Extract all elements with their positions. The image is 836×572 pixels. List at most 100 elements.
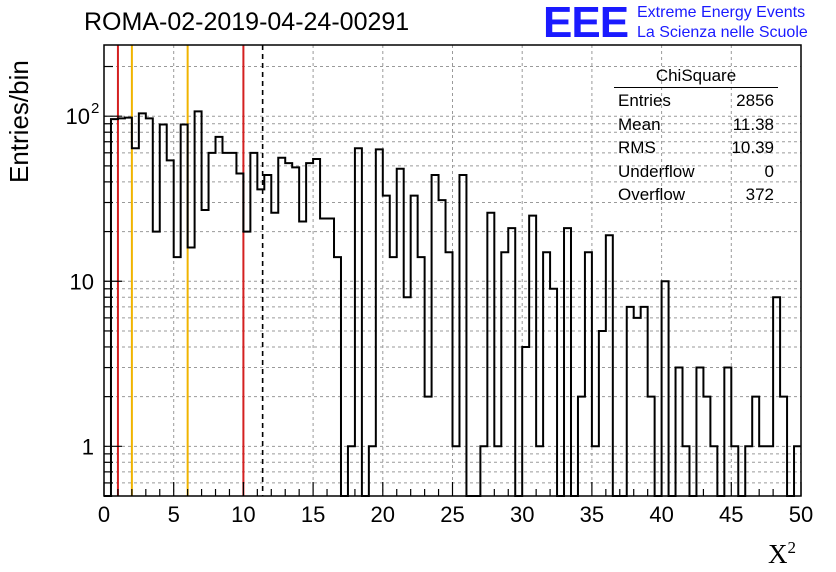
- histogram-bin: [334, 257, 341, 496]
- histogram-bin: [683, 446, 690, 496]
- x-tick-label: 20: [371, 502, 395, 527]
- histogram-bin: [432, 175, 439, 496]
- histogram-bin: [773, 297, 780, 496]
- histogram-bin: [397, 169, 404, 496]
- histogram-bin: [446, 252, 453, 496]
- histogram-bin: [759, 446, 766, 496]
- stats-label: Mean: [618, 114, 661, 134]
- histogram-bin: [167, 160, 174, 496]
- histogram-bin: [222, 153, 229, 496]
- histogram-bin: [278, 158, 285, 496]
- y-tick-label: 10: [66, 104, 90, 129]
- stats-label: Overflow: [618, 185, 686, 204]
- histogram-bin: [285, 163, 292, 496]
- histogram-bin: [188, 248, 195, 496]
- histogram-bin: [703, 397, 710, 496]
- x-tick-label: 40: [649, 502, 673, 527]
- histogram-bin: [216, 137, 223, 496]
- x-tick-label: 25: [440, 502, 464, 527]
- histogram-bin: [724, 368, 731, 496]
- x-tick-label: 50: [789, 502, 813, 527]
- histogram-series: [104, 110, 801, 497]
- histogram-bin: [627, 307, 634, 496]
- histogram-bin: [271, 213, 278, 496]
- histogram-bin: [696, 368, 703, 496]
- histogram-bin: [634, 318, 641, 496]
- histogram-bin: [522, 347, 529, 496]
- histogram-bin: [146, 118, 153, 496]
- histogram-bin: [487, 213, 494, 496]
- histogram-bin: [745, 446, 752, 496]
- histogram-bin: [153, 232, 160, 496]
- histogram-bin: [425, 397, 432, 496]
- histogram-bin: [599, 331, 606, 496]
- x-tick-label: 15: [301, 502, 325, 527]
- y-tick-exponent: 2: [91, 100, 99, 117]
- histogram-bin: [292, 167, 299, 496]
- histogram-bin: [564, 228, 571, 496]
- histogram-bin: [257, 189, 264, 496]
- histogram-bin: [313, 159, 320, 496]
- stats-value: 10.39: [731, 138, 774, 157]
- histogram-bin: [160, 125, 167, 496]
- stats-row-entries: Entries 2856: [614, 89, 778, 113]
- histogram-bin: [578, 397, 585, 496]
- histogram-bin: [125, 118, 132, 496]
- histogram-bin: [174, 257, 181, 496]
- histogram-bin: [585, 252, 592, 496]
- x-axis-label: X2: [768, 538, 796, 570]
- histogram-bin: [710, 446, 717, 496]
- stats-label: Underflow: [618, 161, 695, 181]
- x-axis-superscript: 2: [787, 538, 797, 557]
- stats-title: ChiSquare: [614, 66, 778, 88]
- stats-row-rms: RMS 10.39: [614, 136, 778, 160]
- x-tick-label: 45: [719, 502, 743, 527]
- histogram-bin: [404, 297, 411, 496]
- histogram-bin: [766, 446, 773, 496]
- histogram-bin: [355, 148, 362, 496]
- stats-label: Entries: [618, 91, 671, 110]
- histogram-bin: [494, 446, 501, 496]
- histogram-bin: [243, 232, 250, 496]
- histogram-bin: [550, 289, 557, 496]
- histogram-bin: [383, 196, 390, 496]
- histogram-bin: [752, 397, 759, 496]
- histogram-bin: [606, 235, 613, 496]
- histogram-bin: [306, 163, 313, 496]
- histogram-bin: [676, 368, 683, 496]
- y-tick-label: 1: [82, 434, 94, 459]
- histogram-bin: [264, 175, 271, 496]
- axis-ticks: [103, 65, 802, 497]
- histogram-bin: [459, 175, 466, 496]
- histogram-bin: [118, 118, 125, 496]
- histogram-bin: [662, 281, 669, 496]
- histogram-bin: [529, 216, 536, 496]
- histogram-bin: [139, 113, 146, 496]
- logo-line-1: Extreme Energy Events: [637, 4, 806, 21]
- stats-value: 2856: [736, 91, 774, 110]
- histogram-bin: [369, 446, 376, 496]
- stats-box: ChiSquare Entries 2856 Mean 11.38 RMS 10…: [614, 66, 778, 207]
- histogram-bin: [508, 228, 515, 496]
- histogram-bin: [229, 153, 236, 496]
- histogram-bin: [327, 218, 334, 496]
- histogram-bin: [780, 397, 787, 496]
- histogram-bin: [536, 446, 543, 496]
- histogram-bin: [250, 153, 257, 496]
- stats-value: 0: [764, 161, 774, 181]
- histogram-bin: [390, 257, 397, 496]
- histogram-bin: [731, 446, 738, 496]
- histogram-bin: [376, 149, 383, 496]
- stats-label: RMS: [618, 138, 656, 157]
- histogram-bin: [418, 257, 425, 496]
- stats-row-overflow: Overflow 372: [614, 183, 778, 207]
- stats-value: 372: [745, 185, 774, 204]
- x-tick-label: 0: [98, 502, 110, 527]
- histogram-bin: [480, 446, 487, 496]
- x-axis-symbol: X: [768, 539, 788, 569]
- histogram-bin: [592, 446, 599, 496]
- x-tick-label: 30: [510, 502, 534, 527]
- histogram-bin: [439, 200, 446, 496]
- histogram-bin: [453, 446, 460, 496]
